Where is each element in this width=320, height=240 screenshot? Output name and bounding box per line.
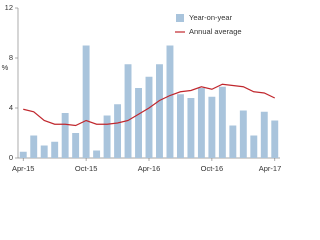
- legend-swatch: [176, 14, 184, 22]
- bar: [103, 115, 111, 158]
- bar: [229, 125, 237, 158]
- bar: [166, 45, 174, 158]
- legend-label: Annual average: [189, 27, 242, 36]
- y-tick-label: 12: [5, 3, 13, 12]
- line: [23, 83, 276, 127]
- x-tick-label: Apr-17: [259, 164, 282, 173]
- bar: [197, 88, 205, 158]
- y-tick-label: 8: [9, 53, 13, 62]
- bar: [239, 110, 247, 158]
- x-tick-label: Apr-16: [138, 164, 161, 173]
- bar: [72, 133, 80, 158]
- bar: [250, 135, 258, 158]
- bar: [93, 150, 101, 158]
- bar: [135, 88, 142, 158]
- x-tick-label: Oct-15: [75, 164, 98, 173]
- bar: [176, 94, 184, 158]
- y-tick-label: 4: [9, 103, 13, 112]
- bar: [218, 86, 226, 158]
- bar: [156, 64, 163, 158]
- bar: [19, 151, 27, 158]
- bar: [61, 113, 69, 158]
- bar: [124, 64, 132, 158]
- bar: [260, 111, 268, 158]
- legend-label: Year-on-year: [189, 13, 233, 22]
- y-tick-label: 0: [9, 153, 13, 162]
- y-axis-label: %: [2, 63, 9, 72]
- bar: [51, 141, 59, 158]
- bar: [30, 135, 38, 158]
- bar: [40, 145, 48, 158]
- bar: [187, 98, 195, 158]
- bar: [82, 45, 90, 158]
- bar: [145, 76, 153, 158]
- chart: % 0 4 8 12 Apr-15 Oct-15 Apr-16 Oct-16 Apr-17 Yea…: [2, 3, 282, 173]
- x-tick-label: Oct-16: [201, 164, 224, 173]
- x-tick-label: Apr-15: [12, 164, 35, 173]
- bar: [271, 120, 279, 158]
- bar: [208, 96, 216, 158]
- bar: [114, 104, 122, 158]
